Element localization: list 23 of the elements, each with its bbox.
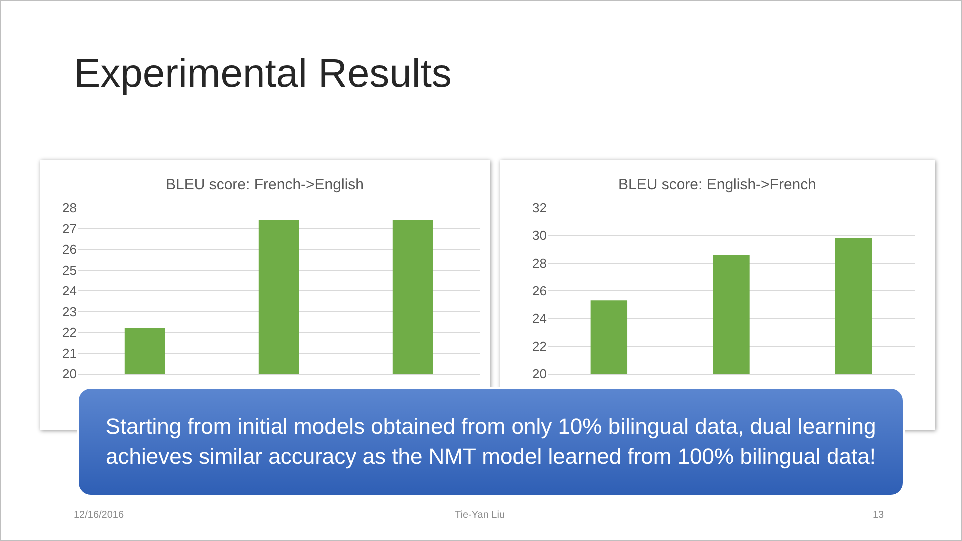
- y-tick-label: 28: [62, 200, 77, 216]
- y-tick-label: 32: [532, 200, 547, 216]
- y-tick-label: 24: [62, 284, 77, 299]
- y-tick-label: 30: [532, 228, 547, 244]
- y-tick-label: 22: [62, 325, 77, 340]
- y-tick-label: 20: [62, 366, 77, 382]
- y-tick-label: 26: [62, 242, 77, 258]
- y-tick-label: 25: [62, 262, 77, 278]
- text: 13: [873, 510, 884, 521]
- y-tick-label: 24: [532, 311, 547, 326]
- y-tick-label: 22: [532, 338, 547, 354]
- text: 12/16/2016: [74, 510, 124, 521]
- y-tick-label: 27: [62, 221, 77, 236]
- text: Experimental Results: [74, 52, 452, 97]
- text: Starting from initial models obtained from only 10% bilingual data, dual learning achieves similar accuracy as the NMT model learned from 100% bilingual data!: [77, 387, 905, 497]
- chart-title: BLEU score: French->English: [166, 176, 364, 194]
- y-tick-label: 28: [532, 256, 547, 271]
- text: Tie-Yan Liu: [454, 510, 506, 521]
- y-tick-label: 20: [532, 366, 547, 382]
- chart-title: BLEU score: English->French: [618, 176, 817, 194]
- y-tick-label: 23: [62, 304, 77, 320]
- y-tick-label: 21: [62, 346, 77, 361]
- y-tick-label: 26: [532, 284, 547, 299]
